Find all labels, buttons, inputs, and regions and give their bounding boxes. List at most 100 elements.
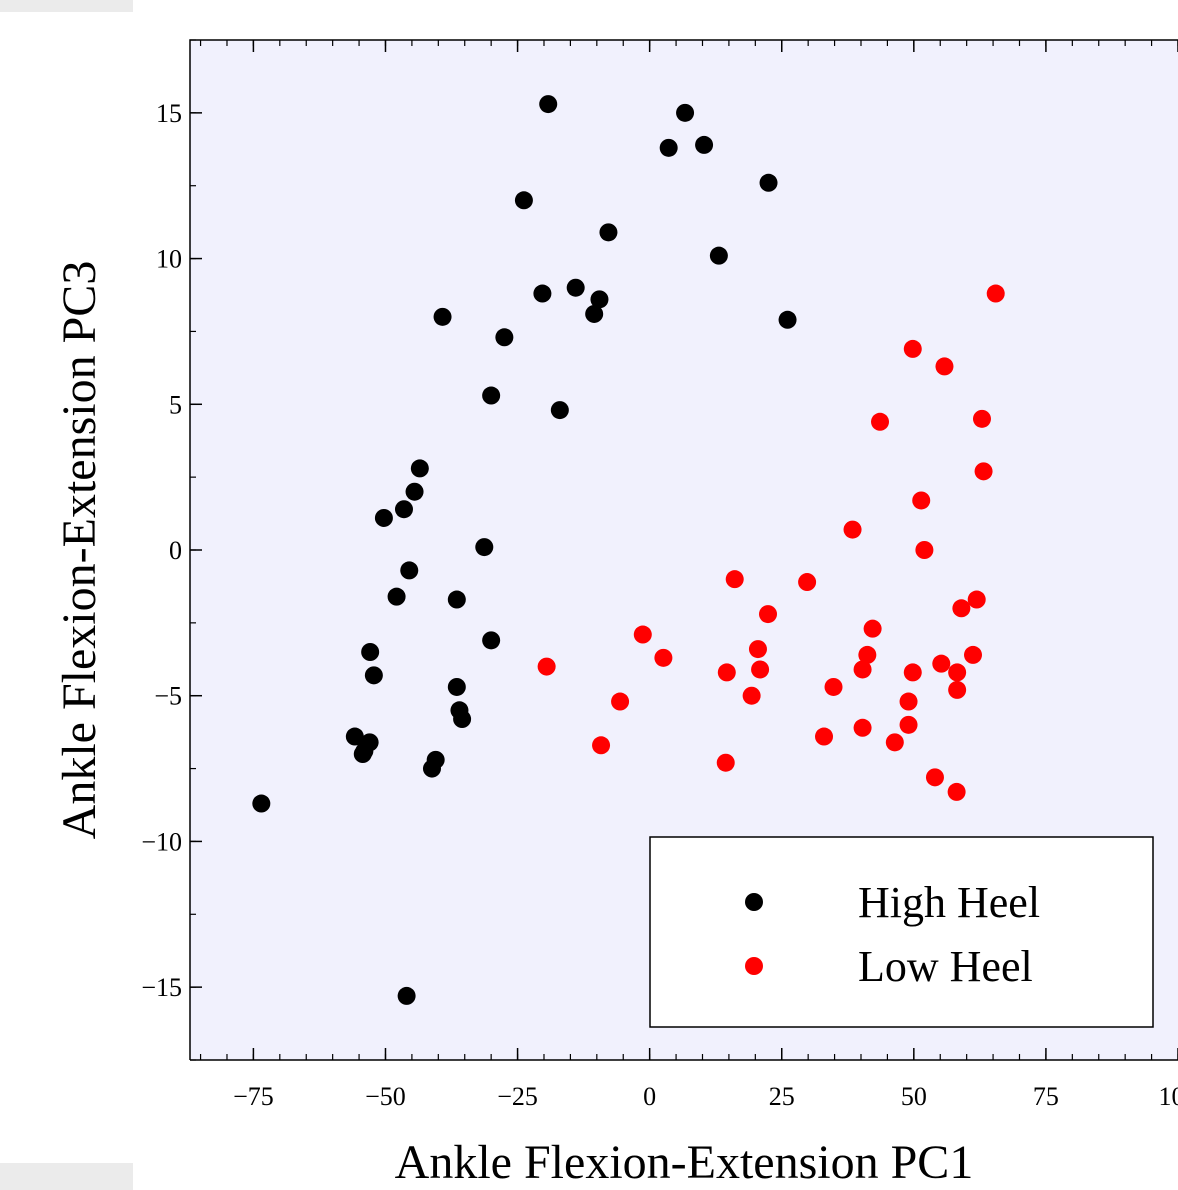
data-point [967,590,986,609]
data-point [742,686,761,705]
y-axis-title: Ankle Flexion-Extension PC3 [53,261,106,840]
y-tick-label: 10 [156,245,182,274]
data-point [709,246,728,265]
data-point [871,412,890,431]
data-point [345,727,364,746]
data-point [447,677,466,696]
x-tick-label: 50 [901,1082,927,1111]
data-point [495,328,514,347]
data-point [947,782,966,801]
data-point [948,663,967,682]
data-point [798,573,817,592]
data-point [611,692,630,711]
data-point [533,284,552,303]
data-point [824,677,843,696]
y-tick-label: 15 [156,99,182,128]
y-tick-label: 0 [169,536,182,565]
data-point [659,138,678,157]
y-tick-label: −10 [141,827,182,856]
data-point [405,482,424,501]
axes-frame [189,39,1178,1061]
data-point [433,307,452,326]
data-point [885,733,904,752]
data-point [676,103,695,122]
x-tick-label: 75 [1033,1082,1059,1111]
y-tick-label: −15 [141,973,182,1002]
data-point [599,223,618,242]
data-point [387,587,406,606]
data-point [566,278,585,297]
data-point [853,718,872,737]
legend: High Heel Low Heel [649,836,1154,1028]
data-point [716,753,735,772]
legend-marker [745,957,763,975]
data-point [964,645,983,664]
data-point [550,401,569,420]
x-tick-label: −25 [497,1082,538,1111]
data-point [482,386,501,405]
data-point [915,541,934,559]
data-point [972,409,991,428]
data-point [252,794,271,813]
data-point [539,95,558,114]
data-point [374,508,393,527]
y-tick-label: 5 [169,390,182,419]
y-tick-label: −5 [154,682,182,711]
x-tick-label: 0 [643,1082,656,1111]
data-point [592,736,611,755]
data-point [858,645,877,664]
data-point [447,590,466,609]
legend-marker [745,893,763,911]
data-point [717,663,736,682]
data-point [453,710,472,729]
x-axis-ticks: −75 −50 −25 0 25 50 75 100 [233,40,1178,1111]
data-point [633,625,652,644]
data-point [925,768,944,787]
data-point [815,727,834,746]
x-tick-label: 100 [1159,1082,1178,1111]
series-low-heel [537,284,1005,801]
data-point [986,284,1005,303]
data-point [394,500,413,519]
data-point [695,135,714,154]
data-point [932,654,951,673]
x-axis-title: Ankle Flexion-Extension PC1 [395,1136,974,1189]
legend-box [649,836,1154,1028]
data-point [863,619,882,638]
window-edge-top [0,0,133,12]
data-point [748,640,767,659]
data-point [725,570,744,589]
data-point [935,357,954,376]
data-point [654,648,673,667]
data-point [353,745,372,763]
data-point [514,191,533,210]
data-point [482,631,501,650]
data-point [537,657,556,676]
series-high-heel [252,95,797,1005]
data-point [974,462,993,481]
data-point [397,986,416,1005]
legend-label: High Heel [858,878,1040,927]
data-point [400,561,419,580]
y-axis-ticks: −15 −10 −5 0 5 10 15 [141,99,202,1002]
data-point [853,660,872,679]
data-point [899,692,918,711]
data-point [422,759,441,778]
data-point [948,680,967,699]
x-tick-label: −50 [365,1082,406,1111]
data-point [759,605,778,624]
data-point [899,715,918,734]
data-points [252,95,1005,1005]
data-point [361,643,380,661]
data-point [590,290,609,309]
data-point [843,520,862,539]
data-point [778,310,797,329]
data-point [903,339,922,358]
x-tick-label: −75 [233,1082,274,1111]
data-point [903,663,922,682]
data-point [912,491,931,510]
x-tick-label: 25 [769,1082,795,1111]
data-point [475,538,494,557]
data-point [759,173,778,192]
